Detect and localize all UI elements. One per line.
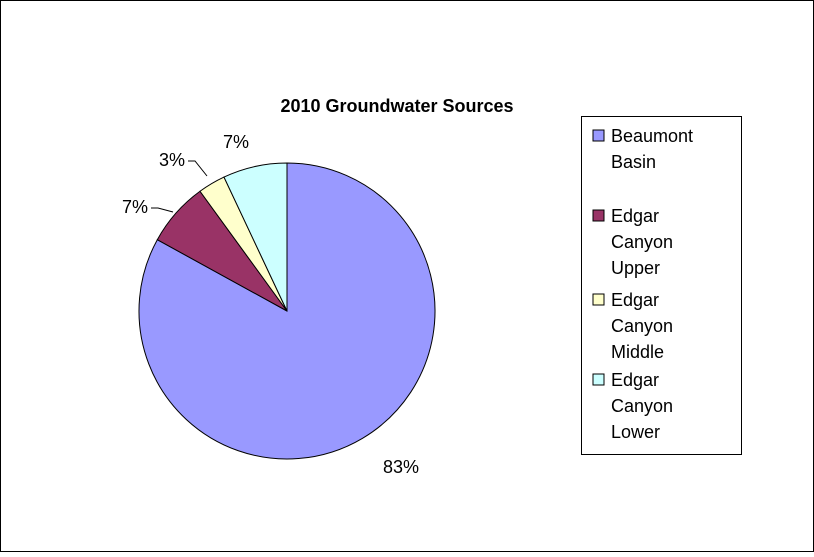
slice-label-1: 83% [383,457,419,477]
legend-swatch-4 [592,373,605,386]
legend-box [581,116,742,455]
leader-line-3 [188,160,208,177]
legend-label-3: Edgar Canyon Middle [611,290,673,362]
legend-label-4: Edgar Canyon Lower [611,370,673,442]
slice-labels: 83% 7% 3% 7% [122,132,419,477]
legend: Beaumont Basin Edgar Canyon Upper Edgar Canyon… [581,116,742,455]
pie-slice-4 [223,162,288,312]
legend-swatch-2 [592,209,605,222]
chart-title: 2010 Groundwater Sources [280,96,513,116]
slice-label-4: 7% [223,132,249,152]
legend-label-2: Edgar Canyon Upper [611,206,673,278]
leader-line-2 [151,207,174,213]
slice-label-2: 7% [122,197,148,217]
legend-swatch-3 [592,293,605,306]
legend-label-1: Beaumont Basin [611,126,693,172]
slice-label-3: 3% [159,150,185,170]
pie-slices [138,162,436,460]
legend-swatch-1 [592,129,605,142]
